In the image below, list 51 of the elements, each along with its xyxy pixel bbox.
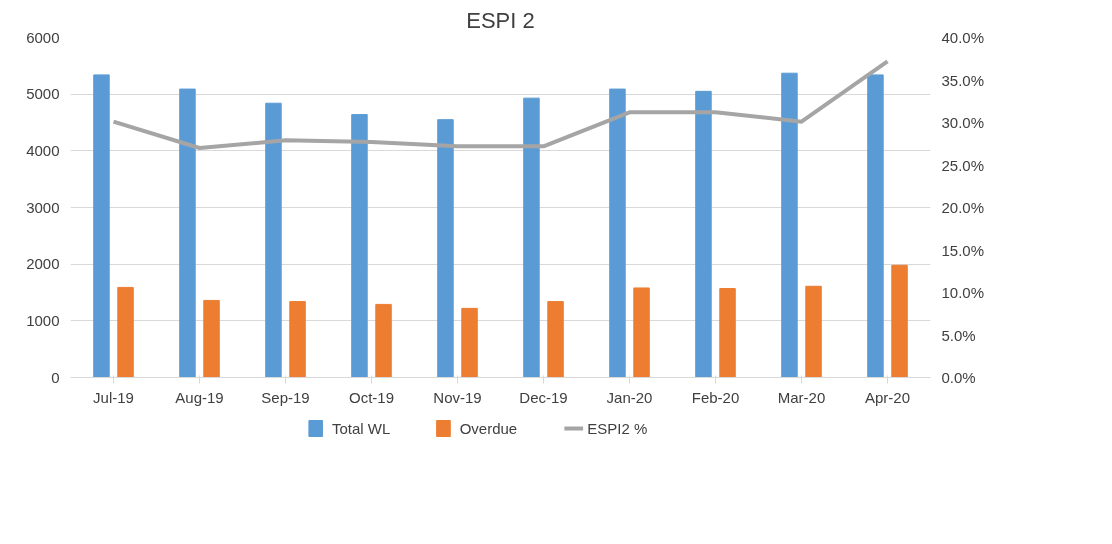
bar <box>609 88 626 378</box>
y2-tick-label: 20.0% <box>941 199 985 216</box>
y-tick-label: 2000 <box>26 255 60 273</box>
bar <box>633 287 650 378</box>
bar <box>351 114 368 378</box>
x-tick-label: Nov-19 <box>433 388 482 406</box>
bar <box>265 102 282 378</box>
y-tick-label: 4000 <box>26 141 60 159</box>
x-tick-label: Apr-20 <box>864 388 911 406</box>
bar <box>117 286 134 378</box>
chart-title: ESPI 2 <box>466 7 535 33</box>
y2-tick-label: 35.0% <box>941 71 985 89</box>
x-tick-label: Aug-19 <box>175 388 224 406</box>
bar <box>437 119 454 378</box>
bar <box>891 264 908 378</box>
y-tick-label: 3000 <box>26 198 60 216</box>
y2-tick-label: 25.0% <box>941 156 985 174</box>
legend-label: ESPI2 % <box>587 420 648 437</box>
x-tick-label: Jul-19 <box>93 388 134 406</box>
legend-label: Total WL <box>331 420 391 437</box>
y2-tick-label: 30.0% <box>941 114 985 131</box>
bar <box>523 97 540 378</box>
bar <box>461 307 478 378</box>
y-tick-label: 0 <box>51 368 60 386</box>
bar <box>547 301 564 378</box>
y2-tick-label: 15.0% <box>941 241 985 259</box>
y2-tick-label: 40.0% <box>941 29 985 46</box>
bar <box>719 288 736 378</box>
line-series <box>111 59 890 150</box>
x-tick-label: Dec-19 <box>519 388 568 406</box>
y2-tick-label: 10.0% <box>941 284 985 301</box>
bar <box>695 90 712 378</box>
x-tick-label: Sep-19 <box>261 388 310 406</box>
bar <box>289 301 306 378</box>
y2-tick-label: 0.0% <box>941 369 976 386</box>
bar <box>375 303 392 378</box>
bar <box>179 88 196 378</box>
bar <box>781 72 798 378</box>
bar <box>867 74 884 378</box>
bar <box>93 74 110 378</box>
y2-tick-label: 5.0% <box>941 326 976 344</box>
bar <box>203 299 220 378</box>
y-tick-label: 6000 <box>26 28 60 46</box>
x-tick-label: Oct-19 <box>348 388 395 406</box>
y-tick-label: 5000 <box>26 85 60 103</box>
bar <box>805 285 822 378</box>
x-tick-label: Feb-20 <box>691 388 740 406</box>
legend-label: Overdue <box>459 420 518 437</box>
y-tick-label: 1000 <box>26 311 60 329</box>
x-tick-label: Jan-20 <box>606 388 653 406</box>
x-tick-label: Mar-20 <box>777 388 826 406</box>
